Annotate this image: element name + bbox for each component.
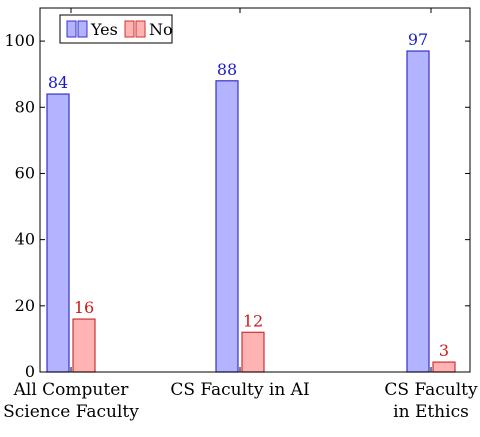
- bar-yes-2: [406, 50, 430, 373]
- legend-swatch-yes-a: [66, 20, 77, 38]
- category-label-line-0-0: All Computer: [13, 380, 130, 400]
- data-label-no-1: 12: [243, 311, 263, 330]
- y-tick-label-0: 0: [25, 362, 35, 381]
- category-label-line-2-0: CS Faculty: [384, 380, 478, 400]
- y-tick-label-40: 40: [15, 230, 35, 249]
- bar-no-2: [432, 361, 456, 373]
- data-label-yes-2: 97: [408, 30, 428, 49]
- legend-swatch-yes-b: [77, 20, 88, 38]
- category-label-0: All Computer Science Faculty: [3, 380, 139, 422]
- y-tick-label-60: 60: [15, 163, 35, 182]
- bar-yes-1: [215, 80, 239, 373]
- legend-swatch-no-a: [124, 20, 135, 38]
- data-label-no-2: 3: [439, 341, 449, 360]
- labels-layer: 84 88 97 16 12 3: [48, 30, 449, 360]
- legend: Yes No: [59, 14, 173, 44]
- category-label-line-0-1: Science Faculty: [3, 402, 139, 422]
- y-tick-label-20: 20: [15, 296, 35, 315]
- bar-no-0: [72, 318, 96, 373]
- category-label-line-1-0: CS Faculty in AI: [170, 380, 309, 400]
- data-label-yes-1: 88: [217, 60, 237, 79]
- data-label-no-0: 16: [74, 298, 94, 317]
- category-label-line-2-1: in Ethics: [393, 402, 469, 422]
- category-label-2: CS Faculty in Ethics: [384, 380, 478, 422]
- bar-no-1: [241, 331, 265, 373]
- legend-label-no: No: [149, 20, 173, 39]
- axes-layer: 0 20 40 60 80 100 All Computer Science Faculty C…: [3, 7, 478, 422]
- legend-swatch-no-b: [135, 20, 146, 38]
- y-tick-label-100: 100: [4, 31, 35, 50]
- bars-layer: [46, 50, 456, 373]
- legend-label-yes: Yes: [90, 20, 118, 39]
- bar-yes-0: [46, 93, 70, 373]
- y-tick-label-80: 80: [15, 97, 35, 116]
- data-label-yes-0: 84: [48, 73, 68, 92]
- category-label-1: CS Faculty in AI: [170, 380, 309, 400]
- plot-frame: [39, 7, 471, 373]
